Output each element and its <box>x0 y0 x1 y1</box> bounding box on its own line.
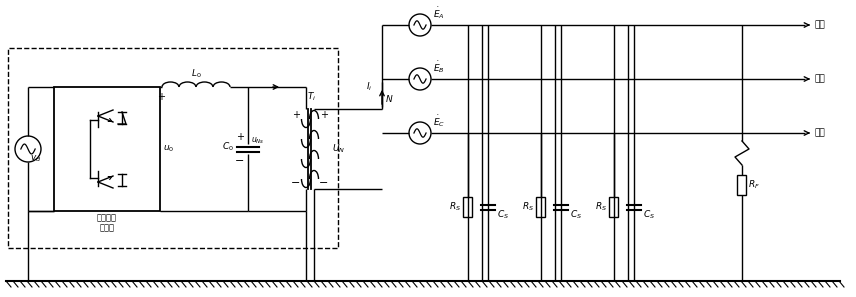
Text: $R_F$: $R_F$ <box>748 179 760 191</box>
Text: $R_S$: $R_S$ <box>522 201 534 213</box>
Text: −: − <box>235 156 245 166</box>
Text: $L_0$: $L_0$ <box>191 67 201 80</box>
Text: $u_0$: $u_0$ <box>163 144 175 154</box>
Text: $T_i$: $T_i$ <box>307 91 317 103</box>
Text: $C_S$: $C_S$ <box>570 209 582 221</box>
Bar <box>54 87 160 211</box>
Text: +: + <box>292 110 300 120</box>
Text: 单相全桥: 单相全桥 <box>97 213 117 222</box>
Text: $\dot{E}_C$: $\dot{E}_C$ <box>433 113 445 129</box>
Text: $R_S$: $R_S$ <box>449 201 461 213</box>
Text: 负荷: 负荷 <box>815 75 826 83</box>
Bar <box>609 197 619 217</box>
Text: $C_S$: $C_S$ <box>643 209 655 221</box>
Text: $U_N$: $U_N$ <box>332 143 345 155</box>
Text: $\dot{E}_A$: $\dot{E}_A$ <box>433 6 445 21</box>
Bar <box>738 175 746 195</box>
Text: $C_S$: $C_S$ <box>497 209 509 221</box>
Text: 负荷: 负荷 <box>815 129 826 138</box>
Bar <box>8 48 338 248</box>
Text: $C_0$: $C_0$ <box>222 141 234 153</box>
Text: +: + <box>236 132 244 142</box>
Text: +: + <box>320 110 328 120</box>
Text: $u_{Ns}$: $u_{Ns}$ <box>251 135 265 146</box>
Text: 负荷: 负荷 <box>815 20 826 29</box>
Text: $N$: $N$ <box>385 93 394 104</box>
Text: $I_i$: $I_i$ <box>366 81 372 93</box>
Text: +: + <box>157 92 165 102</box>
Bar <box>463 197 473 217</box>
Text: 逆变器: 逆变器 <box>99 223 115 232</box>
Text: −: − <box>291 178 300 188</box>
Bar <box>537 197 545 217</box>
Text: $v_d$: $v_d$ <box>30 154 41 165</box>
Text: −: − <box>319 178 329 188</box>
Text: $R_S$: $R_S$ <box>596 201 608 213</box>
Text: $\dot{E}_B$: $\dot{E}_B$ <box>433 59 445 75</box>
